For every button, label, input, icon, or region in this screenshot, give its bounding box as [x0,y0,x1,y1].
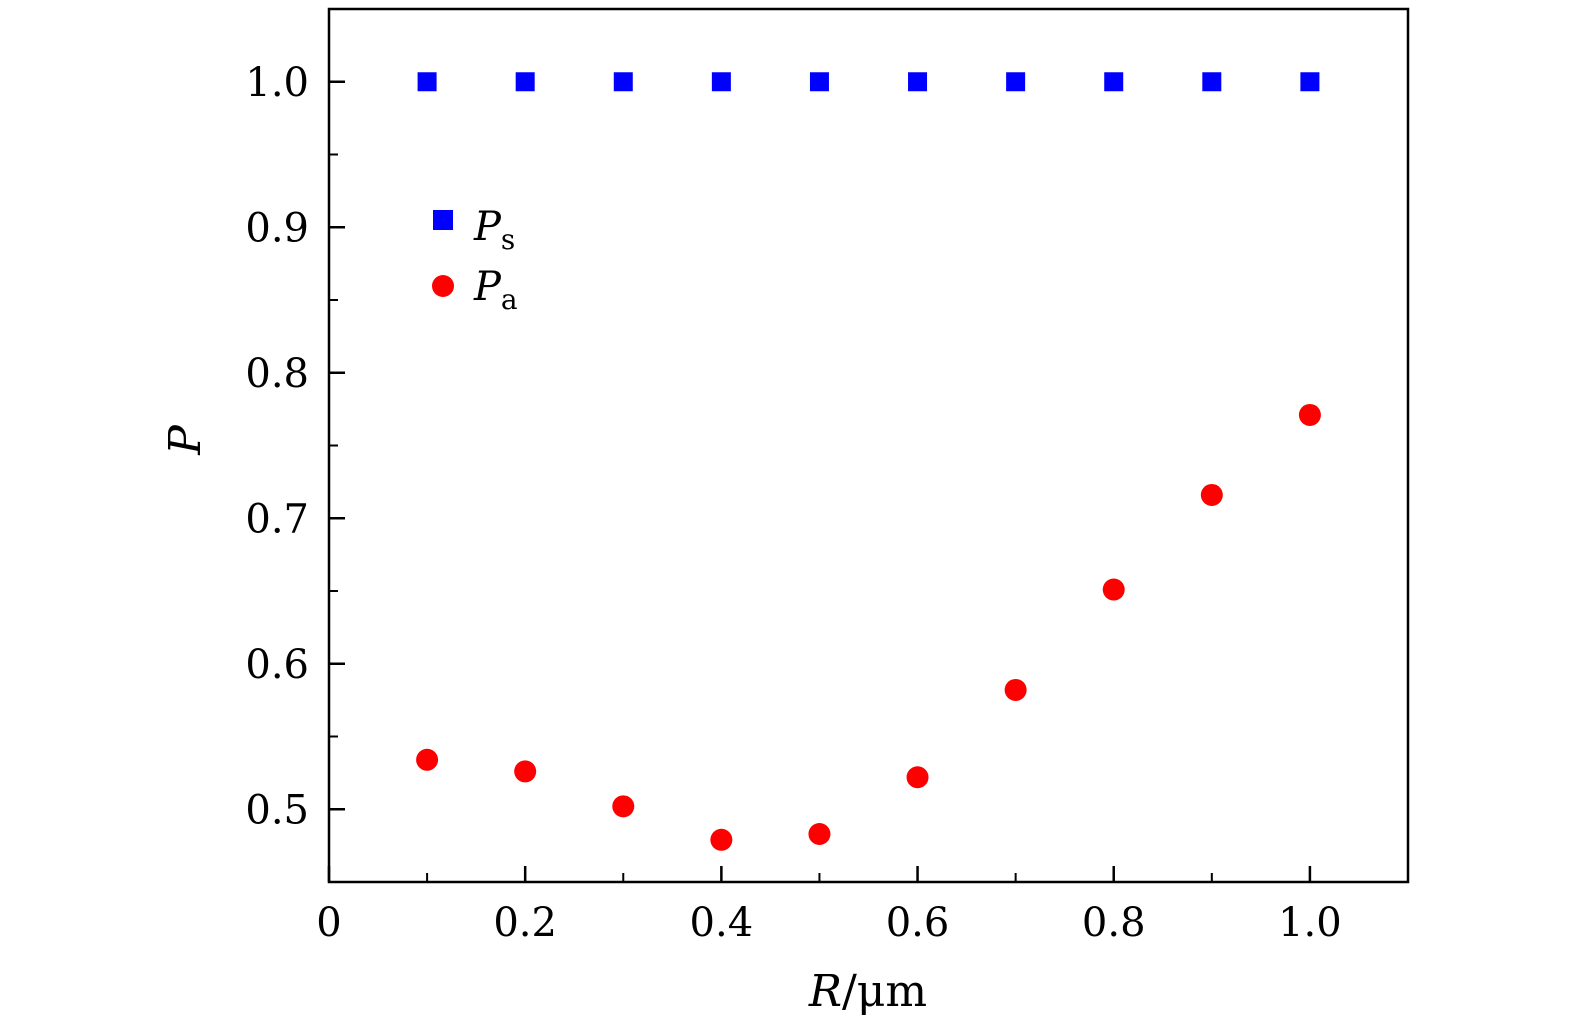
point-p-s [711,72,731,92]
point-p-a [612,795,635,818]
point-p-s [1202,72,1222,92]
point-p-s [1006,72,1026,92]
x-tick-label: 0.6 [886,900,950,946]
y-tick-label: 0.9 [245,205,309,251]
point-p-a [710,828,733,851]
x-tick-label: 0.2 [493,900,557,946]
point-p-s [1104,72,1124,92]
point-p-s [1300,72,1320,92]
legend-marker-a [432,275,454,297]
x-tick-label: 1.0 [1278,900,1342,946]
legend-label-s: Ps [473,204,515,256]
y-tick-label: 1.0 [245,60,309,106]
x-axis-label-unit: /μm [842,966,927,1017]
legend-label-a: Pa [473,264,518,316]
point-p-a [1102,578,1125,601]
x-tick-label: 0 [316,900,341,946]
point-p-a [1004,678,1027,701]
point-p-a [1298,403,1321,426]
point-p-a [1200,483,1223,506]
point-p-a [906,766,929,789]
point-p-s [908,72,928,92]
y-tick-label: 0.5 [245,787,309,833]
x-tick-label: 0.8 [1082,900,1146,946]
plot-frame [327,7,1410,884]
legend: Ps Pa [432,204,518,316]
y-tick-label: 0.8 [245,351,309,397]
x-tick-label: 0.4 [690,900,754,946]
point-p-a [808,822,831,845]
point-p-a [416,748,439,771]
x-axis-label-symbol: R [808,966,842,1017]
y-axis: 0.5 0.6 0.7 0.8 0.9 1.0 [245,60,345,833]
y-axis-label: P [160,424,211,456]
point-p-s [417,72,437,92]
y-tick-label: 0.6 [245,642,309,688]
data-markers [416,72,1321,851]
x-axis-label: R/μm [808,966,927,1017]
point-p-s [809,72,829,92]
point-p-s [515,72,535,92]
point-p-s [613,72,633,92]
x-axis: 0 0.2 0.4 0.6 0.8 1.0 [316,866,1342,946]
point-p-a [514,760,537,783]
y-tick-label: 0.7 [245,496,309,542]
legend-marker-s [433,210,453,230]
